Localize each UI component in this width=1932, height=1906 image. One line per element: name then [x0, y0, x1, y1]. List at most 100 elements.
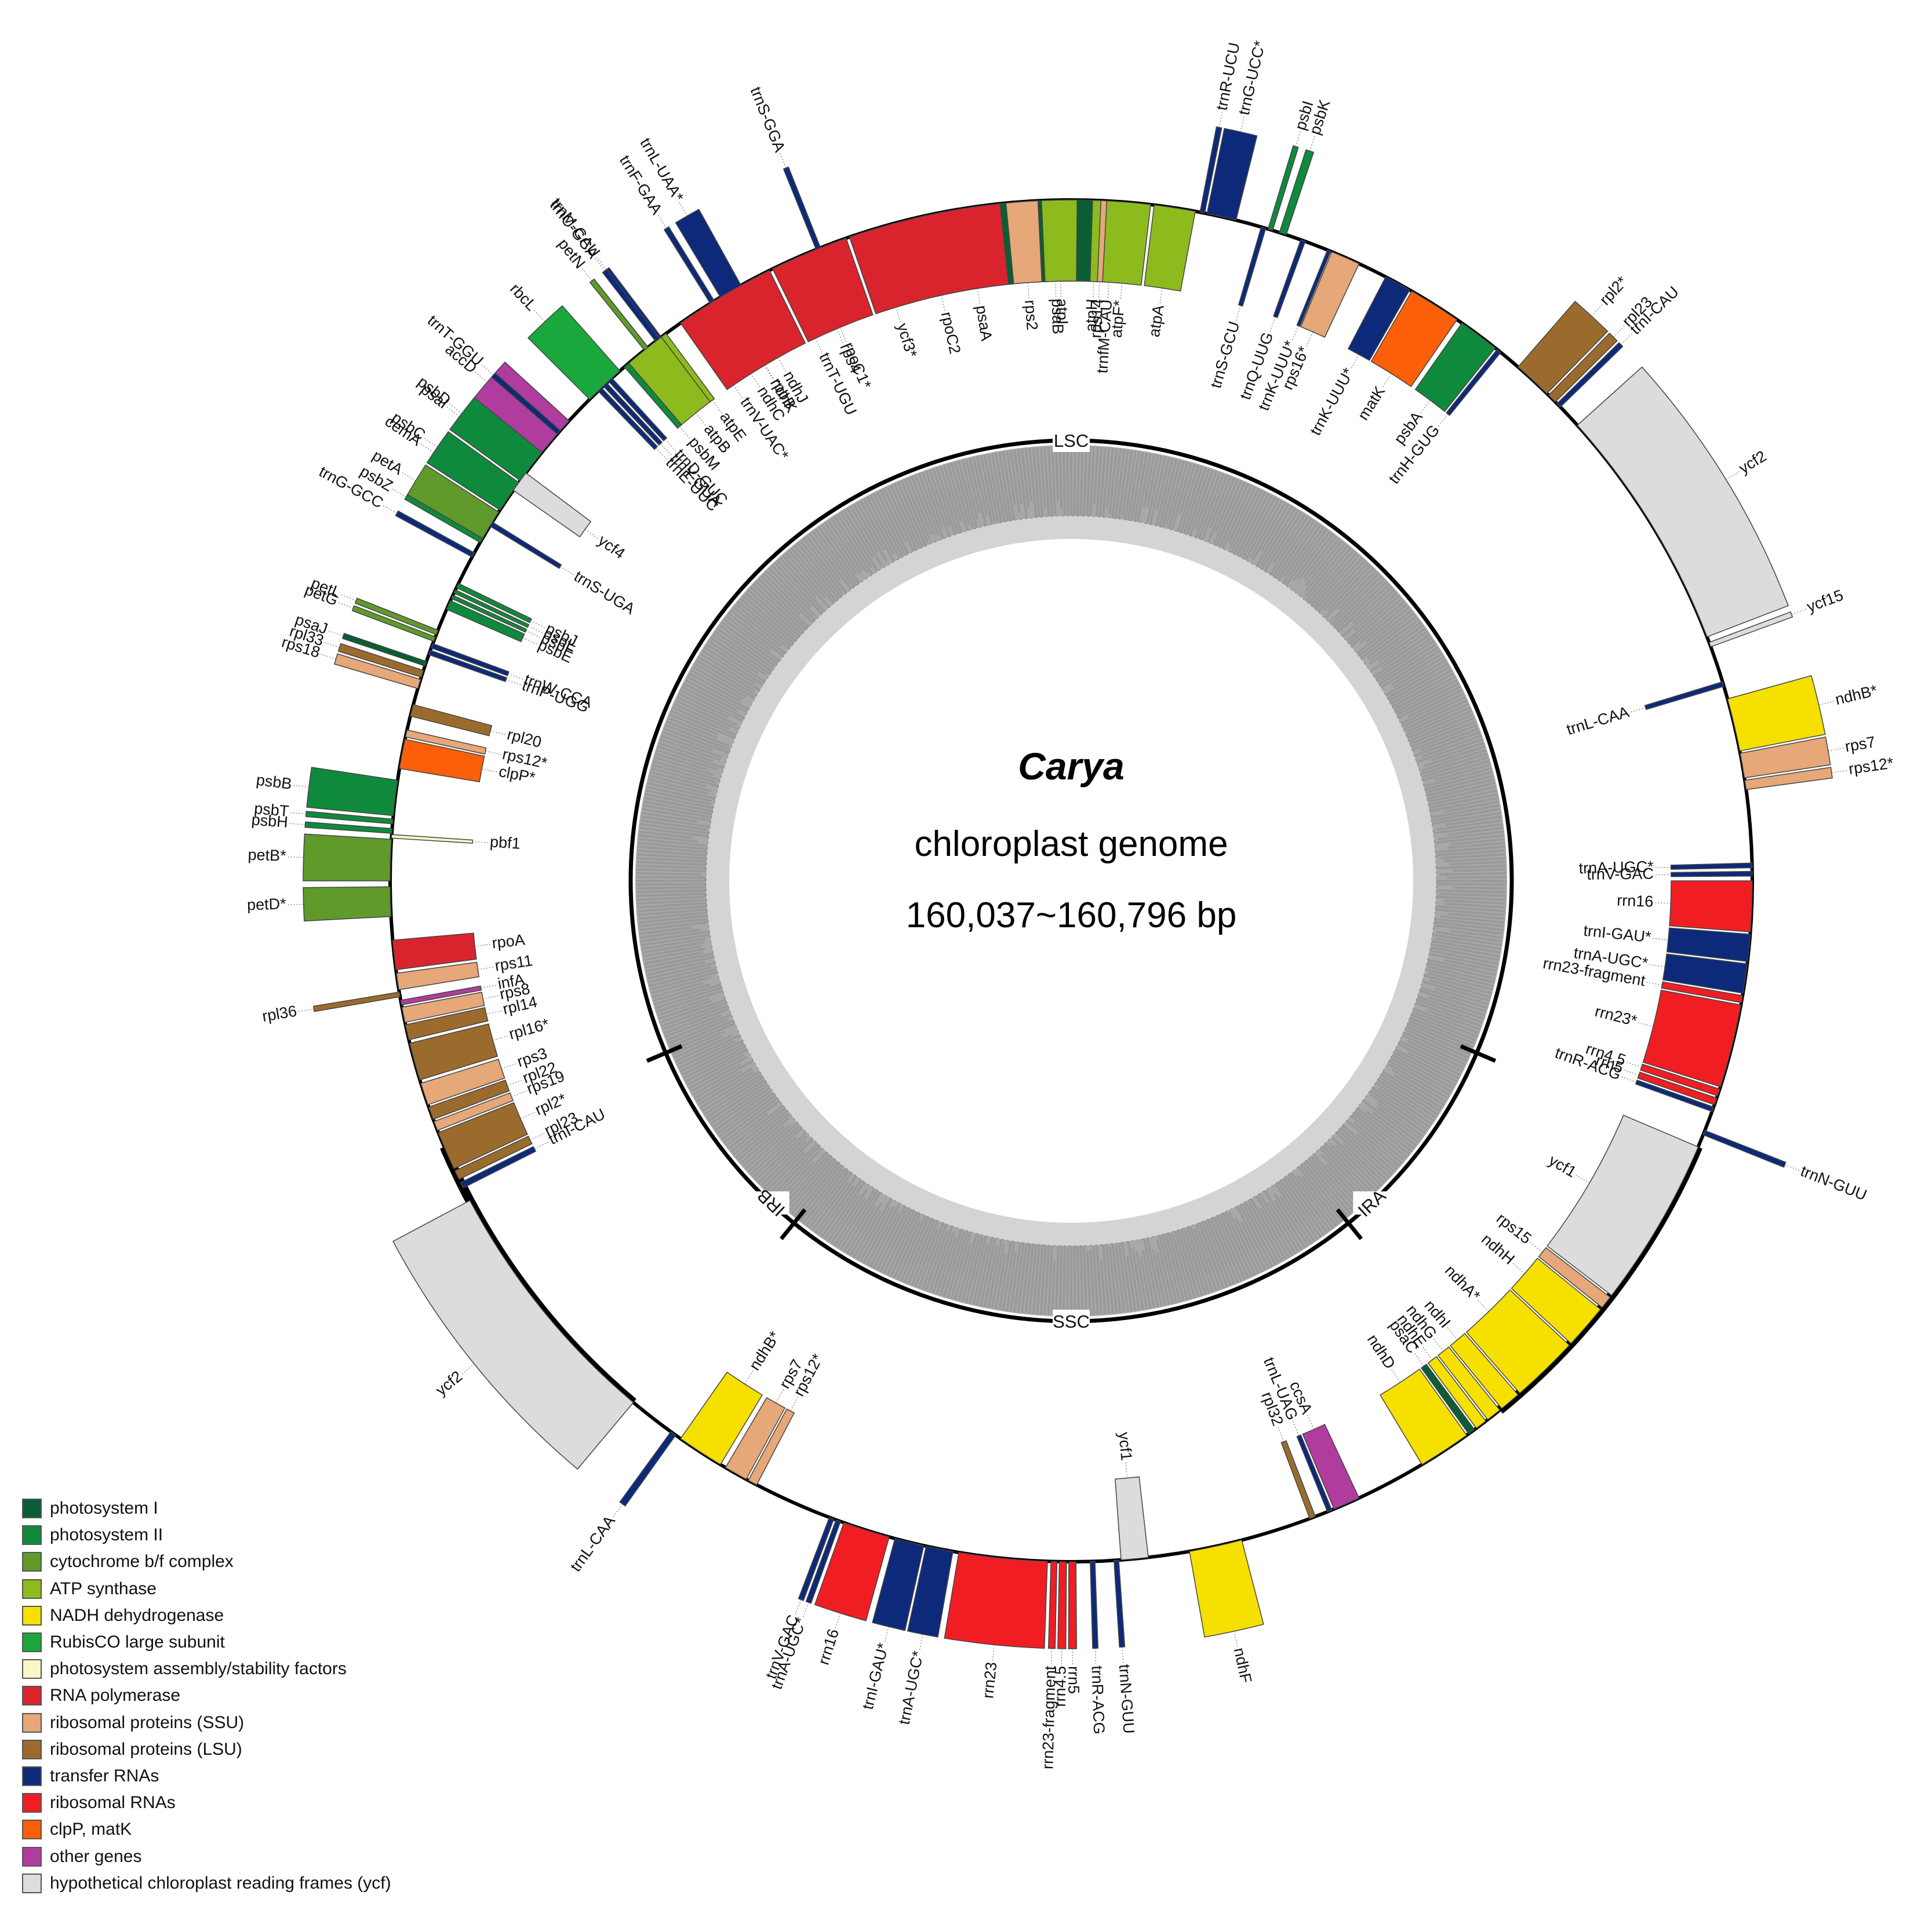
gene-leader — [530, 620, 547, 629]
gene-label: rpl16* — [507, 1015, 551, 1043]
gene-leader — [790, 1395, 799, 1411]
gene-label: atpH — [1082, 298, 1101, 332]
gene-leader — [401, 471, 416, 482]
gene-leader — [526, 630, 542, 639]
gene-leader — [337, 602, 354, 609]
gene-leader — [289, 812, 307, 815]
legend-label: clpP, matK — [50, 1820, 132, 1839]
gene-leader — [447, 402, 463, 414]
gene-block-pbf1 — [391, 834, 474, 844]
legend-label: transfer RNAs — [50, 1766, 159, 1785]
gene-block-ndhb — [1727, 675, 1826, 752]
gene-label: trnL-CAA — [567, 1513, 618, 1575]
gene-leader — [1651, 938, 1669, 941]
gene-leader — [1125, 1460, 1128, 1478]
gene-block-psbe — [446, 600, 525, 643]
gene-label: rpoC2 — [938, 310, 964, 355]
gene-block-psbm — [624, 362, 682, 429]
gene-block-rps7 — [1740, 736, 1831, 779]
gene-block-trnn-guu — [1702, 1129, 1787, 1168]
region-label-lsc: LSC — [1054, 431, 1089, 451]
gene-leader — [595, 256, 607, 270]
legend-label: other genes — [50, 1846, 142, 1866]
legend-item: other genes — [22, 1843, 391, 1869]
legend-swatch — [22, 1579, 42, 1599]
gene-block-trnh-gug — [1446, 348, 1502, 416]
gene-leader — [490, 730, 508, 735]
gene-leader — [1591, 303, 1604, 316]
gene-label: rpl36 — [261, 1002, 298, 1025]
legend-label: hypothetical chloroplast reading frames … — [50, 1873, 391, 1893]
gene-block-rps12 — [1744, 767, 1833, 790]
gene-block-ndhh — [1511, 1258, 1602, 1344]
gene-leader — [777, 357, 787, 373]
gene-block-rrn23 — [944, 1552, 1048, 1649]
gene-leader — [501, 1063, 518, 1069]
gene-leader — [1726, 470, 1741, 480]
gene-leader — [1620, 332, 1634, 345]
gene-leader — [1107, 282, 1109, 300]
legend-label: cytochrome b/f complex — [50, 1552, 234, 1572]
gene-leader — [1277, 1425, 1285, 1442]
gene-leader — [326, 630, 344, 636]
legend-swatch — [22, 1820, 42, 1840]
gene-leader — [1295, 130, 1301, 147]
gene-block-ndhg — [1437, 1346, 1501, 1420]
gene-leader — [1309, 134, 1316, 151]
gene-leader — [507, 1079, 524, 1086]
legend-swatch — [22, 1712, 42, 1733]
gene-block-psaj — [341, 633, 427, 667]
region-label-box — [1353, 1191, 1391, 1215]
gene-leader — [765, 365, 775, 380]
gene-label: rrn16 — [1617, 891, 1654, 910]
legend-label: photosystem assembly/stability factors — [50, 1659, 347, 1679]
gene-label: ycf2 — [1736, 447, 1770, 477]
gene-leader — [1620, 1076, 1637, 1083]
gene-leader — [486, 1010, 504, 1015]
legend-label: photosystem I — [50, 1499, 158, 1518]
legend-swatch — [22, 1686, 42, 1706]
gene-label: ycf15 — [1804, 586, 1846, 616]
gene-leader — [1436, 414, 1449, 428]
gene-leader — [779, 151, 787, 168]
gene-leader — [534, 1140, 551, 1150]
gene-block-rps11 — [396, 961, 480, 990]
gene-leader — [1432, 1337, 1444, 1352]
gene-block-ndhd — [1380, 1368, 1468, 1466]
gene-label: petD* — [247, 895, 287, 913]
gene-leader — [485, 750, 503, 756]
gene-block-rrn4.5 — [1640, 1063, 1720, 1096]
gene-leader — [475, 943, 493, 947]
legend-item: hypothetical chloroplast reading frames … — [22, 1870, 391, 1897]
junction-tick — [646, 1044, 683, 1063]
gene-block-rps16 — [1300, 251, 1360, 338]
gene-leader — [744, 1369, 755, 1384]
gene-block-atpe — [660, 333, 715, 403]
gene-label: trnS-GGA — [747, 85, 789, 155]
legend-item: cytochrome b/f complex — [22, 1548, 391, 1575]
gene-leader — [511, 1090, 528, 1098]
gene-leader — [1098, 282, 1100, 300]
gene-leader — [1159, 287, 1163, 305]
legend-swatch — [22, 1632, 42, 1653]
legend-item: ribosomal proteins (LSU) — [22, 1736, 391, 1763]
legend-item: RNA polymerase — [22, 1682, 391, 1709]
gene-block-peta — [405, 464, 500, 541]
gene-leader — [1511, 1262, 1525, 1274]
gene-block-rpl2 — [438, 1102, 528, 1169]
gene-block-rpl22 — [428, 1079, 510, 1120]
gene-block-petb — [303, 833, 392, 881]
gene-leader — [884, 1626, 889, 1644]
genome-subtitle: chloroplast genome — [914, 824, 1228, 864]
gene-leader — [292, 785, 309, 788]
gene-block-rpoa — [392, 932, 477, 971]
gene-block-trni-gau — [872, 1538, 925, 1631]
legend-swatch — [22, 1739, 42, 1759]
gene-block-psbz — [404, 494, 483, 544]
gene-label: ycf3* — [894, 321, 920, 360]
gene-label: trnI-GAU* — [859, 1641, 892, 1711]
junction-tick — [779, 1208, 807, 1241]
legend-item: ATP synthase — [22, 1576, 391, 1602]
gene-block-trnn-guu — [1113, 1559, 1126, 1648]
gene-label: ycf1 — [1546, 1151, 1580, 1181]
